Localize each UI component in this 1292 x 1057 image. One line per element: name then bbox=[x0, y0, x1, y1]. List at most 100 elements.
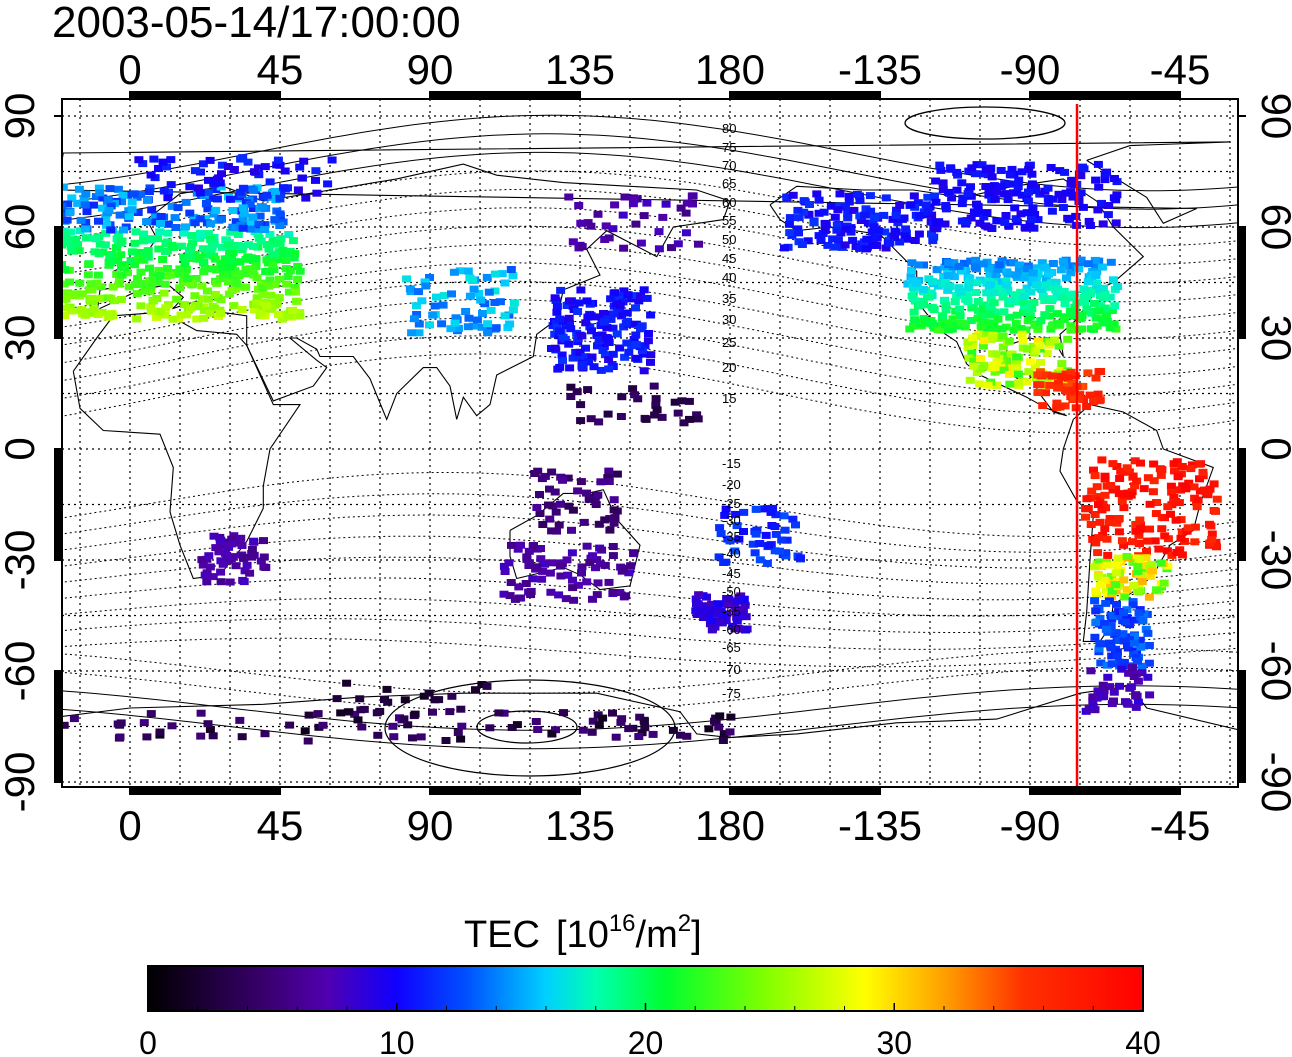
tec-cell bbox=[731, 510, 741, 518]
tec-cell bbox=[741, 613, 751, 621]
tec-cell bbox=[604, 467, 614, 475]
tec-cell bbox=[968, 342, 977, 350]
tec-cell bbox=[144, 188, 154, 196]
tec-cell bbox=[1091, 539, 1101, 547]
tec-cell bbox=[735, 605, 745, 613]
tec-cell bbox=[85, 309, 95, 317]
tec-cell bbox=[1021, 224, 1031, 232]
frame-bar bbox=[1238, 227, 1246, 338]
tec-cell bbox=[1133, 587, 1142, 595]
tec-cell bbox=[1128, 664, 1137, 672]
tec-cell bbox=[186, 304, 195, 312]
tec-cell bbox=[1102, 561, 1112, 569]
frame-bar bbox=[730, 91, 880, 99]
tec-cell bbox=[1100, 290, 1110, 298]
tec-cell bbox=[155, 728, 165, 736]
tec-cell bbox=[982, 307, 992, 315]
tec-cell bbox=[911, 279, 921, 287]
tec-cell bbox=[1131, 527, 1141, 535]
tec-cell bbox=[631, 220, 641, 228]
tec-cell bbox=[332, 695, 342, 703]
tec-cell bbox=[1100, 472, 1110, 480]
tec-cell bbox=[994, 354, 1004, 362]
tec-cell bbox=[1087, 309, 1097, 317]
tec-cell bbox=[855, 244, 865, 252]
tec-cell bbox=[566, 393, 576, 400]
tec-cell bbox=[604, 356, 614, 363]
tec-cell bbox=[1100, 577, 1110, 585]
tec-cell bbox=[188, 239, 198, 247]
tec-cell bbox=[576, 417, 586, 425]
tec-cell bbox=[1021, 269, 1031, 277]
tec-cell bbox=[217, 161, 227, 169]
tec-cell bbox=[87, 294, 97, 302]
tec-cell bbox=[1119, 491, 1129, 499]
tec-cell bbox=[62, 266, 70, 274]
tec-cell bbox=[833, 206, 843, 214]
tec-cell bbox=[1004, 337, 1014, 345]
tec-cell bbox=[755, 540, 765, 547]
tec-cell bbox=[771, 530, 781, 538]
tec-cell bbox=[1133, 657, 1142, 665]
tec-cell bbox=[1106, 622, 1116, 630]
tec-cell bbox=[229, 302, 239, 310]
tec-cell bbox=[1075, 391, 1085, 399]
tec-cell bbox=[447, 290, 456, 298]
tec-cell bbox=[567, 526, 576, 534]
tec-cell bbox=[350, 710, 360, 718]
tec-cell bbox=[989, 289, 999, 296]
tec-cell bbox=[1097, 263, 1107, 271]
tec-cell bbox=[862, 245, 872, 253]
tec-cell bbox=[1093, 390, 1103, 398]
tec-cell bbox=[927, 230, 936, 238]
contour-label: 20 bbox=[722, 360, 736, 375]
tec-cell bbox=[1101, 294, 1111, 302]
tec-cell bbox=[881, 244, 891, 252]
tec-cell bbox=[1016, 210, 1026, 218]
tec-cell bbox=[143, 247, 153, 255]
tec-cell bbox=[952, 186, 962, 194]
tec-cell bbox=[976, 355, 985, 362]
tec-cell bbox=[631, 354, 641, 362]
tec-cell bbox=[265, 178, 275, 186]
tec-cell bbox=[954, 262, 964, 270]
tec-cell bbox=[566, 325, 576, 333]
tec-cell bbox=[595, 560, 605, 568]
tec-cell bbox=[963, 298, 973, 306]
tec-cell bbox=[579, 518, 589, 526]
tec-cell bbox=[1101, 599, 1111, 607]
tec-cell bbox=[1040, 264, 1050, 272]
tec-cell bbox=[529, 542, 538, 549]
tec-cell bbox=[609, 310, 619, 318]
tec-cell bbox=[615, 301, 625, 309]
tec-cell bbox=[974, 307, 983, 315]
tec-cell bbox=[910, 237, 920, 244]
tec-cell bbox=[1171, 516, 1181, 524]
tec-cell bbox=[577, 569, 586, 577]
tec-cell bbox=[617, 393, 627, 401]
tec-cell bbox=[106, 202, 116, 210]
tec-cell bbox=[934, 218, 944, 226]
tec-cell bbox=[969, 358, 979, 365]
tec-cell bbox=[907, 292, 917, 300]
tec-cell bbox=[1151, 510, 1161, 517]
tec-cell bbox=[814, 209, 824, 217]
tec-cell bbox=[247, 553, 257, 561]
tec-cell bbox=[248, 213, 258, 221]
tec-cell bbox=[105, 251, 115, 259]
tec-cell bbox=[722, 595, 732, 602]
contour-label: -55 bbox=[722, 604, 741, 619]
tec-cell bbox=[79, 194, 89, 202]
tec-cell bbox=[967, 349, 977, 357]
tec-cell bbox=[903, 280, 913, 288]
tec-cell bbox=[259, 553, 269, 561]
tec-cell bbox=[974, 380, 984, 388]
tec-cell bbox=[1094, 573, 1104, 581]
tec-cell bbox=[782, 193, 792, 201]
tec-cell bbox=[588, 552, 598, 560]
tec-cell bbox=[217, 542, 227, 550]
tec-cell bbox=[604, 336, 613, 343]
tec-cell bbox=[1066, 291, 1076, 298]
tec-cell bbox=[784, 220, 794, 228]
tec-cell bbox=[276, 310, 286, 318]
